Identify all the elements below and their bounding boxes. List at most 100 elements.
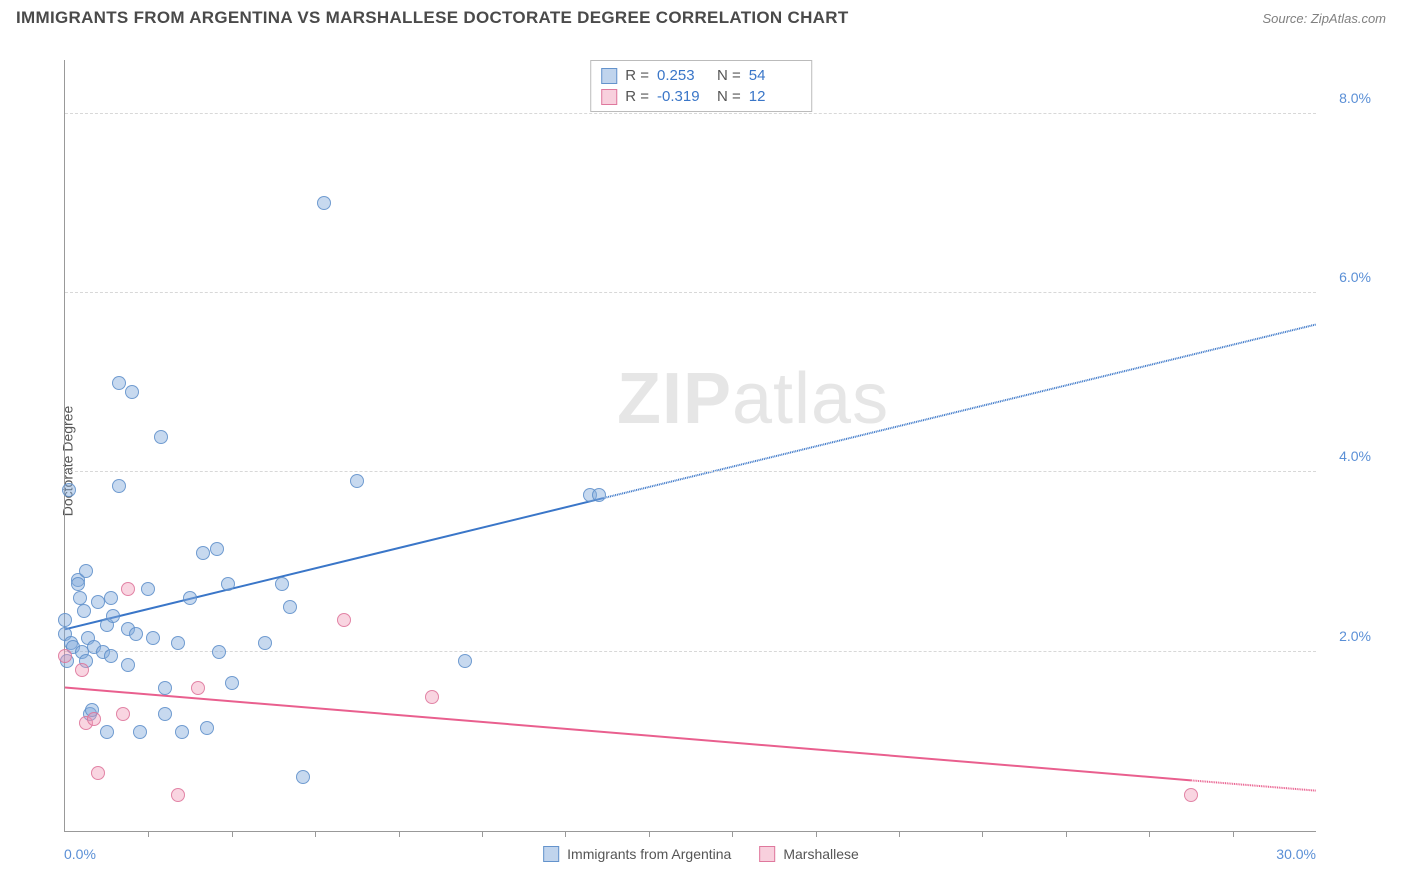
point-series-a	[175, 725, 189, 739]
chart-title: IMMIGRANTS FROM ARGENTINA VS MARSHALLESE…	[16, 8, 849, 28]
x-tick	[899, 831, 900, 837]
stats-legend: R = 0.253 N = 54 R = -0.319 N = 12	[590, 60, 812, 112]
point-series-a	[73, 591, 87, 605]
x-tick	[565, 831, 566, 837]
x-tick	[1066, 831, 1067, 837]
point-series-a	[62, 483, 76, 497]
gridline	[65, 471, 1316, 472]
point-series-a	[112, 376, 126, 390]
x-tick	[482, 831, 483, 837]
point-series-a	[154, 430, 168, 444]
legend-swatch-b-icon	[759, 846, 775, 862]
x-tick	[315, 831, 316, 837]
point-series-a	[125, 385, 139, 399]
point-series-a	[106, 609, 120, 623]
point-series-a	[258, 636, 272, 650]
point-series-a	[458, 654, 472, 668]
point-series-b	[425, 690, 439, 704]
point-series-a	[158, 681, 172, 695]
legend-item-a: Immigrants from Argentina	[543, 846, 731, 862]
point-series-a	[129, 627, 143, 641]
gridline	[65, 651, 1316, 652]
point-series-b	[337, 613, 351, 627]
swatch-series-a-icon	[601, 68, 617, 84]
x-tick	[816, 831, 817, 837]
point-series-a	[283, 600, 297, 614]
point-series-a	[221, 577, 235, 591]
point-series-a	[350, 474, 364, 488]
point-series-a	[225, 676, 239, 690]
point-series-a	[171, 636, 185, 650]
point-series-a	[212, 645, 226, 659]
point-series-a	[104, 591, 118, 605]
watermark-light: atlas	[732, 359, 889, 439]
x-tick	[232, 831, 233, 837]
point-series-b	[121, 582, 135, 596]
y-tick-label: 4.0%	[1339, 448, 1371, 464]
point-series-a	[210, 542, 224, 556]
x-tick	[399, 831, 400, 837]
x-axis-min-label: 0.0%	[64, 846, 96, 862]
point-series-a	[141, 582, 155, 596]
n-label-b: N =	[717, 88, 741, 105]
point-series-a	[275, 577, 289, 591]
trend-lines	[65, 60, 1316, 831]
r-label-a: R =	[625, 67, 649, 84]
r-label-b: R =	[625, 88, 649, 105]
stats-row-b: R = -0.319 N = 12	[601, 86, 801, 107]
plot-area: ZIPatlas 2.0%4.0%6.0%8.0%	[64, 60, 1316, 832]
series-legend: Immigrants from Argentina Marshallese	[543, 846, 859, 862]
x-axis-max-label: 30.0%	[1276, 846, 1316, 862]
point-series-a	[133, 725, 147, 739]
watermark: ZIPatlas	[617, 358, 889, 440]
point-series-b	[87, 712, 101, 726]
watermark-bold: ZIP	[617, 359, 732, 439]
point-series-a	[200, 721, 214, 735]
legend-label-b: Marshallese	[783, 846, 858, 862]
gridline	[65, 292, 1316, 293]
x-tick	[1233, 831, 1234, 837]
x-tick	[649, 831, 650, 837]
point-series-a	[112, 479, 126, 493]
point-series-b	[91, 766, 105, 780]
legend-label-a: Immigrants from Argentina	[567, 846, 731, 862]
r-value-b: -0.319	[657, 88, 709, 105]
y-tick-label: 8.0%	[1339, 90, 1371, 106]
legend-item-b: Marshallese	[759, 846, 858, 862]
point-series-a	[196, 546, 210, 560]
point-series-a	[58, 613, 72, 627]
point-series-a	[146, 631, 160, 645]
point-series-a	[121, 658, 135, 672]
legend-swatch-a-icon	[543, 846, 559, 862]
point-series-a	[158, 707, 172, 721]
source-label: Source: ZipAtlas.com	[1262, 11, 1386, 26]
point-series-a	[77, 604, 91, 618]
n-label-a: N =	[717, 67, 741, 84]
point-series-b	[1184, 788, 1198, 802]
point-series-b	[171, 788, 185, 802]
stats-row-a: R = 0.253 N = 54	[601, 65, 801, 86]
x-tick	[982, 831, 983, 837]
swatch-series-b-icon	[601, 89, 617, 105]
point-series-a	[71, 577, 85, 591]
gridline	[65, 113, 1316, 114]
chart-container: Doctorate Degree R = 0.253 N = 54 R = -0…	[16, 40, 1386, 882]
point-series-b	[58, 649, 72, 663]
point-series-a	[317, 196, 331, 210]
x-tick	[732, 831, 733, 837]
x-tick	[1149, 831, 1150, 837]
point-series-a	[183, 591, 197, 605]
point-series-b	[191, 681, 205, 695]
x-tick	[148, 831, 149, 837]
point-series-a	[100, 725, 114, 739]
n-value-a: 54	[749, 67, 801, 84]
n-value-b: 12	[749, 88, 801, 105]
point-series-a	[104, 649, 118, 663]
r-value-a: 0.253	[657, 67, 709, 84]
point-series-b	[75, 663, 89, 677]
point-series-a	[296, 770, 310, 784]
point-series-a	[79, 564, 93, 578]
y-tick-label: 2.0%	[1339, 628, 1371, 644]
point-series-b	[116, 707, 130, 721]
y-tick-label: 6.0%	[1339, 269, 1371, 285]
